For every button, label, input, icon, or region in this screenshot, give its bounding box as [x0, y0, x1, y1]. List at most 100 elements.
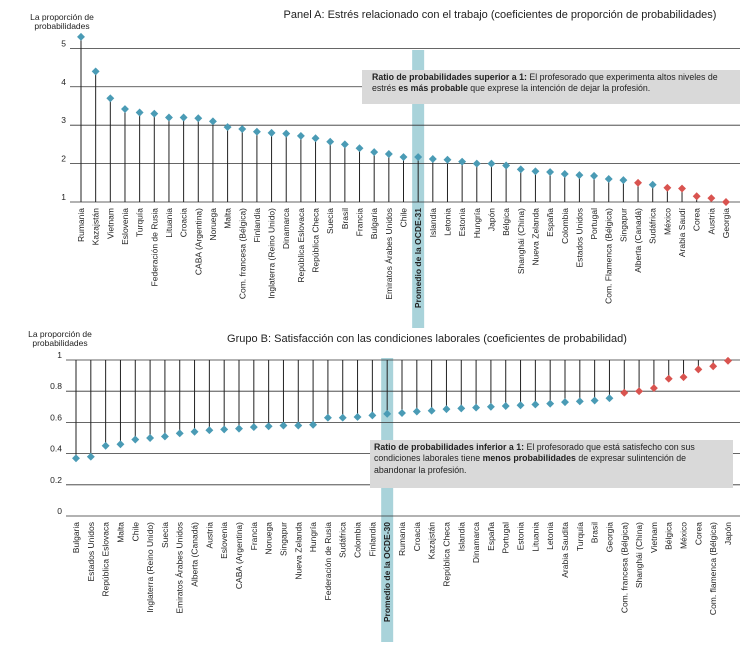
- marker: [472, 403, 481, 412]
- marker: [486, 402, 495, 411]
- x-tick-label: Brasil: [340, 208, 350, 229]
- y-axis-label: probabilidades: [32, 338, 87, 348]
- x-tick-label: Austria: [706, 208, 716, 235]
- x-tick-label: México: [679, 522, 689, 549]
- annotation-part: es más probable: [398, 83, 468, 94]
- x-tick-label: España: [486, 522, 496, 551]
- marker: [487, 159, 496, 168]
- marker: [590, 396, 599, 405]
- marker: [709, 362, 718, 371]
- x-tick-label: Com. flamenca (Bélgica): [708, 522, 718, 615]
- marker: [368, 411, 377, 420]
- x-tick-label: Arabia Saudí: [677, 207, 687, 257]
- x-tick-label: Emiratos Árabes Unidos: [384, 208, 394, 300]
- marker: [72, 454, 80, 463]
- marker: [326, 137, 335, 146]
- marker: [267, 128, 276, 137]
- x-tick-label: Sudáfrica: [648, 208, 658, 244]
- x-tick-label: Noruega: [264, 522, 274, 555]
- x-tick-label: Emiratos Árabes Unidos: [175, 522, 185, 614]
- marker: [663, 183, 672, 192]
- marker: [205, 426, 214, 435]
- y-axis-label: La proporción de: [30, 12, 94, 22]
- x-tick-label: Estonia: [457, 208, 467, 237]
- x-tick-label: Federación de Rusia: [323, 522, 333, 601]
- x-tick-label: Suecia: [325, 208, 335, 234]
- x-tick-label: Inglaterra (Reino Unido): [267, 208, 277, 299]
- x-tick-label: Kazajstán: [91, 208, 101, 246]
- annotation: Ratio de probabilidades superior a 1: El…: [372, 72, 718, 94]
- marker: [442, 405, 451, 414]
- x-tick-label: Estados Unidos: [574, 208, 584, 268]
- x-tick-label: Promedio de la OCDE-31: [413, 208, 423, 308]
- y-tick-label: 1: [61, 192, 66, 202]
- marker: [146, 434, 155, 442]
- marker: [235, 424, 243, 433]
- x-tick-label: Federación de Rusia: [149, 208, 159, 287]
- y-tick-label: 0.6: [50, 412, 62, 422]
- marker: [412, 407, 421, 416]
- y-tick-label: 0: [57, 506, 62, 516]
- marker: [502, 161, 511, 170]
- marker: [175, 429, 184, 438]
- annotation: Ratio de probabilidades inferior a 1: El…: [374, 442, 698, 475]
- y-tick-label: 2: [61, 154, 66, 164]
- marker: [249, 423, 258, 432]
- x-tick-label: Dinamarca: [471, 522, 481, 563]
- marker: [649, 384, 658, 393]
- marker: [238, 125, 247, 133]
- x-tick-label: Com. francesa (Bélgica): [619, 522, 629, 613]
- chart-title: Panel A: Estrés relacionado con el traba…: [284, 9, 717, 21]
- annotation-part: menos probabilidades: [482, 453, 576, 464]
- x-tick-label: Georgia: [604, 522, 614, 553]
- x-tick-label: España: [545, 208, 555, 237]
- marker: [457, 404, 466, 413]
- marker: [428, 155, 437, 163]
- annotation-part: Ratio de probabilidades superior a 1:: [372, 72, 527, 82]
- x-tick-label: Letonia: [545, 522, 555, 550]
- x-tick-label: Nueva Zelanda: [530, 208, 540, 266]
- x-tick-label: Austria: [204, 522, 214, 549]
- marker: [516, 401, 525, 410]
- marker: [279, 421, 288, 430]
- marker: [294, 421, 303, 430]
- marker: [252, 127, 261, 136]
- marker: [634, 178, 643, 187]
- annotation-part: El profesorado que está satisfecho con s…: [374, 442, 698, 464]
- marker: [223, 123, 232, 132]
- y-tick-label: 5: [61, 38, 66, 48]
- marker: [179, 113, 188, 122]
- chart-title: Grupo B: Satisfacción con las condicione…: [227, 333, 627, 345]
- x-tick-label: Vietnam: [105, 208, 115, 239]
- x-tick-label: Com. francesa (Bélgica): [237, 208, 247, 299]
- x-tick-label: Islandia: [456, 522, 466, 552]
- marker: [443, 155, 452, 164]
- x-tick-label: Eslovenia: [219, 522, 229, 559]
- marker: [590, 171, 599, 180]
- marker: [678, 184, 686, 193]
- x-tick-label: Com. Flamenca (Bélgica): [604, 208, 614, 304]
- x-tick-label: Bulgaria: [369, 208, 379, 239]
- marker: [620, 388, 629, 397]
- marker: [150, 109, 159, 118]
- marker: [724, 356, 732, 365]
- marker: [160, 432, 169, 441]
- marker: [296, 131, 305, 140]
- x-tick-label: Lituania: [164, 208, 174, 238]
- x-tick-label: Nueva Zelanda: [293, 522, 303, 580]
- x-tick-label: Suecia: [160, 522, 170, 548]
- marker: [309, 420, 318, 429]
- marker: [414, 153, 423, 162]
- marker: [194, 114, 203, 123]
- marker: [427, 406, 436, 415]
- marker: [398, 409, 406, 417]
- marker: [722, 198, 730, 206]
- marker: [370, 148, 379, 157]
- y-tick-label: 4: [61, 77, 66, 87]
- x-tick-label: CABA (Argentina): [193, 208, 203, 275]
- marker: [77, 32, 85, 41]
- marker: [648, 180, 657, 189]
- y-tick-label: 0.2: [50, 475, 62, 485]
